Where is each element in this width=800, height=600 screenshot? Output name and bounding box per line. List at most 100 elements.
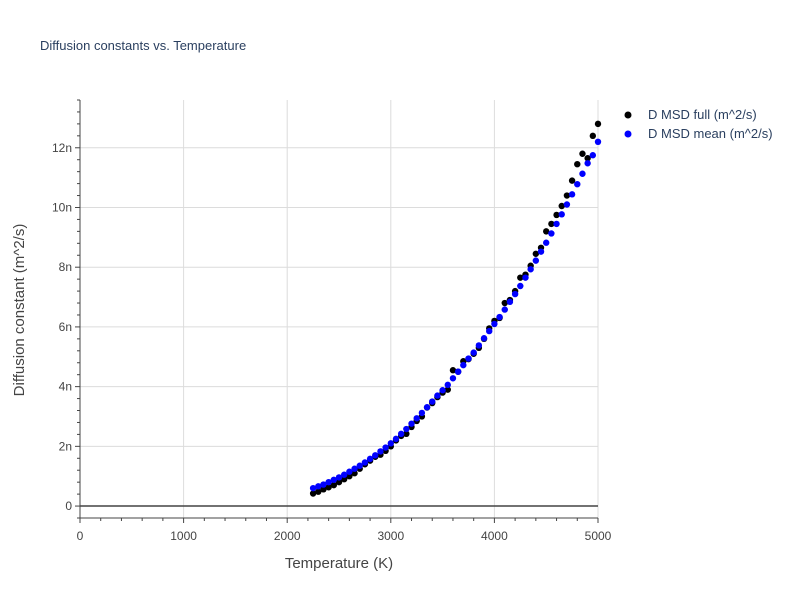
grid-lines: [80, 100, 599, 518]
data-point[interactable]: [501, 306, 508, 313]
data-point[interactable]: [429, 398, 436, 405]
data-point[interactable]: [320, 486, 327, 493]
legend-label-mean: D MSD mean (m^2/s): [648, 126, 773, 141]
data-point[interactable]: [372, 452, 379, 459]
data-point[interactable]: [325, 484, 332, 491]
data-point[interactable]: [418, 409, 426, 417]
data-point[interactable]: [309, 490, 317, 497]
data-point[interactable]: [594, 138, 602, 145]
data-point[interactable]: [563, 192, 571, 199]
data-point[interactable]: [517, 282, 524, 290]
series-mean[interactable]: [309, 138, 602, 492]
x-tick-label: 0: [77, 529, 84, 543]
data-point[interactable]: [397, 430, 405, 438]
data-point[interactable]: [553, 220, 560, 228]
data-point[interactable]: [511, 290, 519, 298]
data-point[interactable]: [506, 298, 514, 306]
data-point[interactable]: [558, 202, 565, 210]
data-point[interactable]: [584, 155, 591, 162]
data-point[interactable]: [460, 361, 467, 369]
data-point[interactable]: [351, 465, 358, 472]
data-point[interactable]: [579, 150, 586, 157]
data-point[interactable]: [439, 387, 446, 394]
data-point[interactable]: [491, 320, 498, 328]
data-point[interactable]: [315, 488, 322, 495]
data-point[interactable]: [320, 481, 327, 488]
data-point[interactable]: [470, 349, 477, 356]
x-axis-title: Temperature (K): [285, 555, 393, 572]
data-point[interactable]: [486, 327, 493, 335]
data-point[interactable]: [335, 474, 343, 481]
data-point[interactable]: [465, 355, 472, 362]
data-point[interactable]: [496, 313, 503, 321]
legend-item-mean[interactable]: D MSD mean (m^2/s): [624, 126, 773, 141]
data-point[interactable]: [568, 191, 576, 198]
data-point[interactable]: [532, 257, 540, 264]
data-point[interactable]: [382, 444, 389, 451]
data-point[interactable]: [403, 430, 410, 438]
data-point[interactable]: [449, 367, 457, 374]
data-point[interactable]: [361, 459, 369, 466]
data-point[interactable]: [335, 478, 343, 486]
data-point[interactable]: [315, 483, 322, 490]
data-point[interactable]: [563, 201, 571, 208]
data-points[interactable]: [309, 120, 602, 497]
data-point[interactable]: [543, 239, 550, 246]
data-point[interactable]: [574, 160, 581, 168]
data-point[interactable]: [454, 368, 462, 375]
x-axis-ticks: 0 1000 2000 3000 4000 5000: [77, 518, 612, 543]
data-point[interactable]: [392, 435, 400, 443]
data-point[interactable]: [594, 120, 602, 128]
data-point[interactable]: [340, 471, 348, 478]
data-point[interactable]: [387, 440, 394, 447]
data-point[interactable]: [579, 170, 586, 177]
data-point[interactable]: [589, 152, 597, 159]
legend[interactable]: D MSD full (m^2/s) D MSD mean (m^2/s): [624, 107, 773, 141]
data-point[interactable]: [346, 473, 353, 480]
data-point[interactable]: [568, 177, 576, 184]
data-point[interactable]: [543, 228, 550, 235]
data-point[interactable]: [517, 274, 524, 281]
y-axis-title: Diffusion constant (m^2/s): [11, 224, 28, 397]
data-point[interactable]: [527, 266, 534, 273]
y-tick-label: 12n: [52, 141, 72, 155]
legend-item-full[interactable]: D MSD full (m^2/s): [624, 107, 757, 122]
axes: [79, 100, 598, 519]
y-tick-label: 8n: [59, 260, 72, 274]
data-point[interactable]: [574, 180, 581, 188]
data-point[interactable]: [501, 299, 508, 307]
data-point[interactable]: [309, 484, 317, 492]
x-tick-label: 2000: [274, 529, 301, 543]
data-point[interactable]: [553, 211, 560, 219]
data-point[interactable]: [366, 455, 374, 463]
data-point[interactable]: [444, 381, 451, 389]
data-point[interactable]: [340, 475, 348, 483]
data-point[interactable]: [403, 425, 410, 433]
data-point[interactable]: [548, 230, 555, 237]
data-point[interactable]: [377, 448, 384, 455]
data-point[interactable]: [532, 250, 540, 257]
data-point[interactable]: [434, 392, 441, 399]
data-point[interactable]: [548, 220, 555, 228]
data-point[interactable]: [351, 470, 358, 477]
data-point[interactable]: [449, 375, 457, 382]
data-point[interactable]: [522, 274, 529, 281]
data-point[interactable]: [558, 211, 565, 218]
data-point[interactable]: [408, 420, 415, 427]
data-point[interactable]: [330, 481, 338, 489]
data-point[interactable]: [475, 342, 483, 349]
legend-label-full: D MSD full (m^2/s): [648, 107, 757, 122]
data-point[interactable]: [423, 404, 431, 411]
data-point[interactable]: [330, 476, 338, 483]
data-point[interactable]: [444, 386, 451, 393]
data-point[interactable]: [589, 132, 597, 140]
data-point[interactable]: [584, 160, 591, 167]
data-point[interactable]: [537, 248, 545, 255]
data-point[interactable]: [413, 415, 420, 422]
data-point[interactable]: [325, 478, 332, 486]
data-point[interactable]: [480, 335, 488, 342]
y-tick-label: 10n: [52, 200, 72, 214]
data-point[interactable]: [356, 462, 363, 469]
data-point[interactable]: [346, 468, 353, 475]
